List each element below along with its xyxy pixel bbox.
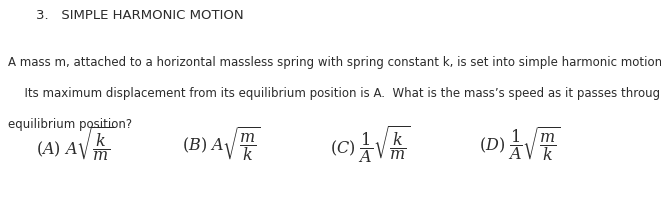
- Text: $(D)\ \dfrac{1}{A}\sqrt{\dfrac{m}{k}}$: $(D)\ \dfrac{1}{A}\sqrt{\dfrac{m}{k}}$: [479, 125, 561, 163]
- Text: $(C)\ \dfrac{1}{A}\sqrt{\dfrac{k}{m}}$: $(C)\ \dfrac{1}{A}\sqrt{\dfrac{k}{m}}$: [330, 124, 411, 164]
- Text: Its maximum displacement from its equilibrium position is A.  What is the mass’s: Its maximum displacement from its equili…: [17, 87, 661, 100]
- Text: equilibrium position?: equilibrium position?: [8, 117, 132, 130]
- Text: $(A)\ A\sqrt{\dfrac{k}{m}}$: $(A)\ A\sqrt{\dfrac{k}{m}}$: [36, 125, 114, 163]
- Text: 3.   SIMPLE HARMONIC MOTION: 3. SIMPLE HARMONIC MOTION: [36, 9, 244, 22]
- Text: $(B)\ A\sqrt{\dfrac{m}{k}}$: $(B)\ A\sqrt{\dfrac{m}{k}}$: [182, 125, 260, 163]
- Text: A mass m, attached to a horizontal massless spring with spring constant k, is se: A mass m, attached to a horizontal massl…: [8, 56, 661, 69]
